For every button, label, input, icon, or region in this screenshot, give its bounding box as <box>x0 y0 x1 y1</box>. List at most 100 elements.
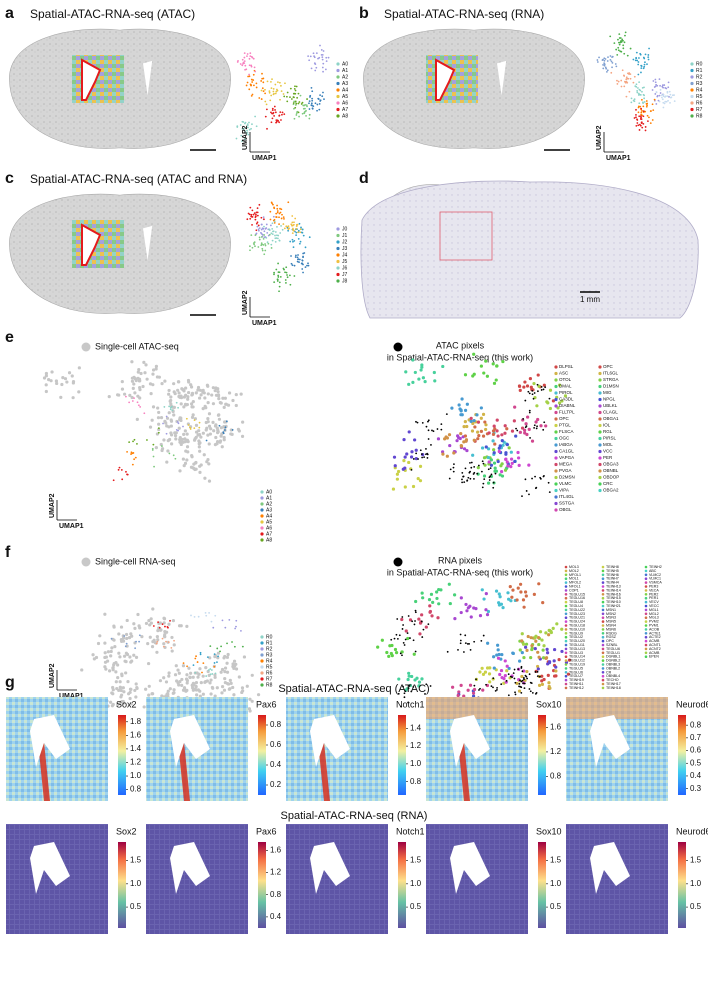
umap-point <box>225 670 230 674</box>
umap-point <box>117 393 121 397</box>
legend-swatch <box>598 391 602 395</box>
umap-point <box>169 619 171 622</box>
umap-point <box>397 469 401 474</box>
umap-point <box>662 93 665 96</box>
legend-swatch <box>564 565 568 569</box>
legend-swatch <box>564 686 568 690</box>
umap-point <box>160 448 164 453</box>
umap-point <box>283 95 286 98</box>
umap-point <box>110 637 113 640</box>
umap-point <box>103 641 107 645</box>
legend-swatch <box>644 639 648 643</box>
umap-point <box>226 642 228 645</box>
umap-point <box>495 418 499 422</box>
umap-point <box>171 619 176 623</box>
umap-point <box>546 662 550 666</box>
umap-point <box>521 598 526 602</box>
umap-point <box>111 702 115 707</box>
umap-point <box>452 451 456 455</box>
umap-point <box>270 87 273 90</box>
umap-point <box>207 479 212 483</box>
umap-point <box>596 59 599 61</box>
umap-point <box>621 69 624 72</box>
legend-label: MGL1 <box>649 608 659 612</box>
umap-point <box>654 78 657 81</box>
umap-point <box>124 645 127 648</box>
umap-point <box>126 473 128 476</box>
umap-point <box>204 665 208 670</box>
umap-point <box>122 654 127 658</box>
umap-point <box>618 43 621 46</box>
umap-point <box>427 419 430 422</box>
colorbar-tick-label: 0.8 <box>270 720 282 729</box>
umap-point <box>118 685 122 689</box>
umap-point <box>248 709 252 713</box>
umap-point <box>317 98 320 100</box>
umap-point <box>414 599 418 604</box>
umap-point <box>208 432 212 436</box>
umap-point <box>547 481 550 484</box>
umap-point <box>283 113 286 116</box>
umap-point <box>240 629 242 632</box>
legend-label: DLPSL <box>559 364 574 369</box>
umap-point <box>283 268 285 271</box>
umap-point <box>553 647 557 652</box>
umap-point <box>225 420 228 423</box>
umap-point <box>452 593 457 597</box>
umap-point <box>459 633 462 636</box>
umap-point <box>196 675 200 679</box>
legend-label: TEGLU2 <box>569 635 583 639</box>
umap-point <box>199 681 203 685</box>
colorbar-tick-label: 0.4 <box>270 912 282 921</box>
umap-point <box>473 477 475 480</box>
umap-point <box>534 420 538 424</box>
umap-point <box>221 396 225 400</box>
umap-point <box>216 647 219 650</box>
umap-point <box>511 588 515 592</box>
umap-point <box>308 100 311 103</box>
umap-point <box>214 614 217 617</box>
umap-point <box>278 290 280 293</box>
umap-point <box>278 81 281 84</box>
umap-point <box>293 117 296 120</box>
legend-label: RGDG <box>606 631 617 635</box>
umap-point <box>553 674 557 678</box>
umap-point <box>124 632 129 637</box>
umap-point <box>186 665 188 668</box>
umap-point <box>248 75 251 78</box>
umap-point <box>655 83 658 86</box>
umap-point <box>463 408 468 413</box>
umap-point <box>281 113 283 116</box>
legend-label: A1 <box>342 68 348 74</box>
umap-point <box>246 53 249 55</box>
umap-point <box>518 682 521 685</box>
umap-point <box>202 453 206 457</box>
umap-point <box>246 124 249 127</box>
umap-point <box>422 628 425 631</box>
umap-point <box>503 673 507 678</box>
umap-point <box>524 674 527 677</box>
colorbar-tick-label: 1.4 <box>410 723 422 732</box>
umap-point <box>293 92 296 95</box>
umap-point <box>109 649 113 654</box>
umap-point <box>248 88 251 91</box>
umap-point <box>166 449 170 453</box>
legend-swatch <box>336 227 340 231</box>
umap-point <box>536 373 540 377</box>
umap-point <box>459 413 463 417</box>
legend-label: J4 <box>342 252 348 258</box>
axis-label: UMAP2 <box>49 663 56 688</box>
umap-point <box>165 432 168 435</box>
umap-point <box>151 368 156 372</box>
umap-point <box>286 276 289 279</box>
umap-point <box>469 461 471 464</box>
umap-point <box>260 98 263 100</box>
umap-point <box>158 626 161 629</box>
legend-label: TEGLU23 <box>569 612 585 616</box>
umap-point <box>260 242 263 245</box>
umap-point <box>154 364 159 368</box>
legend-swatch <box>601 671 605 674</box>
umap-point <box>185 673 189 677</box>
umap-point <box>280 90 283 93</box>
umap-point <box>270 94 273 97</box>
